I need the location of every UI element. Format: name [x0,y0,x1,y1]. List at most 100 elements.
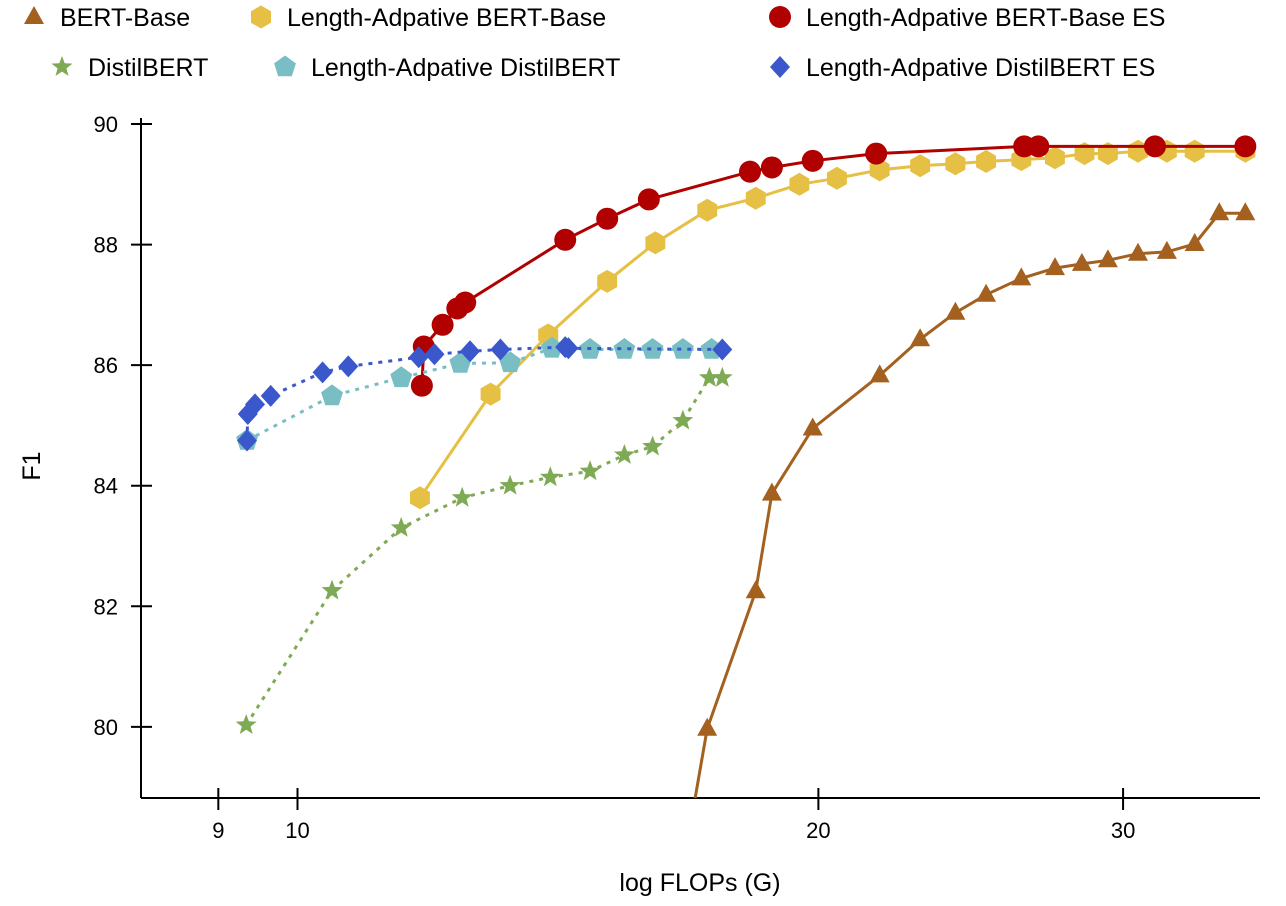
data-point [642,435,663,456]
y-tick-label: 82 [94,594,118,619]
data-point [801,149,824,172]
data-point [554,228,577,251]
data-point [390,516,412,537]
legend-marker [251,5,271,29]
series-line [693,211,1246,798]
data-point [1045,257,1065,276]
legend-item: Length-Adpative DistilBERT [274,54,620,82]
data-point [312,361,333,384]
data-point [1045,146,1065,170]
data-point [1097,249,1118,268]
legend-label: Length-Adpative BERT-Base ES [806,4,1165,32]
data-point [698,366,720,387]
data-point [460,340,480,363]
data-point [1027,135,1050,158]
data-point [672,409,694,430]
data-point [697,717,718,736]
data-point [671,338,694,359]
data-point [760,156,783,179]
data-point [235,714,257,734]
data-point [597,269,618,293]
x-axis-label: log FLOPs (G) [619,869,780,897]
data-point [641,338,664,359]
data-point [321,384,343,406]
series-line [246,346,712,442]
legend-marker [51,56,73,76]
data-point [454,291,477,314]
data-point [789,172,810,196]
data-point [539,466,561,487]
x-tick-label: 10 [285,818,309,843]
data-point [711,366,733,387]
data-point [480,382,501,406]
y-tick-label: 90 [94,112,118,137]
data-point [1128,242,1148,261]
legend-label: DistilBERT [88,54,208,82]
data-point [865,142,888,165]
data-point [645,231,666,255]
data-point [745,186,766,210]
data-point [637,188,660,211]
data-point [408,346,429,369]
legend-marker [769,6,791,28]
data-point [424,343,445,366]
data-point [541,336,563,358]
data-point [761,482,782,501]
x-tick-label: 20 [806,818,830,843]
data-point [321,579,343,600]
data-point [910,328,931,347]
data-point [1184,139,1205,163]
data-point [1011,267,1032,286]
series-line [418,149,1246,499]
data-point [451,486,473,507]
legend-label: Length-Adpative BERT-Base [287,4,606,32]
data-point [910,154,931,178]
series-length-adpative-distilbert [236,336,723,450]
axes: 9 10 20 30 80 82 84 86 88 90 [94,112,1260,843]
legend-marker [274,55,296,77]
series-line [244,376,723,726]
data-point [1143,135,1166,158]
data-point [558,337,579,360]
y-tick-label: 86 [94,353,118,378]
data-point [1235,202,1256,221]
series-bert-base [682,202,1256,824]
data-point [613,444,635,464]
data-point [237,429,257,452]
data-point [976,149,996,173]
data-point [338,355,359,378]
data-point [390,366,413,388]
data-point [682,806,702,824]
legend-item: BERT-Base [24,4,190,32]
y-tick-label: 88 [94,233,118,258]
data-point [745,580,766,599]
legend-label: BERT-Base [60,4,190,32]
data-point [697,198,718,222]
data-point [869,364,890,383]
data-point [1234,135,1257,158]
legend-item: Length-Adpative DistilBERT ES [770,54,1155,82]
data-point [579,460,601,481]
data-point [976,283,997,302]
series-length-adpative-bert-base [410,139,1256,510]
legend-item: Length-Adpative BERT-Base ES [769,4,1165,32]
x-tick-label: 9 [212,818,224,843]
data-point [613,338,636,359]
data-point [945,152,966,176]
legend-marker [24,6,44,24]
data-point [1209,202,1230,221]
data-point [802,417,823,436]
data-point [410,374,433,397]
series-distilbert [235,366,733,734]
legend-label: Length-Adpative DistilBERT ES [806,54,1155,82]
data-point [827,166,847,190]
data-point [738,160,761,183]
legend-item: Length-Adpative BERT-Base [251,4,606,32]
data-point [1184,233,1205,251]
series-layer [235,135,1257,824]
data-point [1071,252,1092,271]
x-tick-label: 30 [1111,818,1135,843]
data-point [245,393,265,416]
data-point [490,338,511,361]
legend: BERT-Base Length-Adpative BERT-Base Length… [24,4,1165,82]
